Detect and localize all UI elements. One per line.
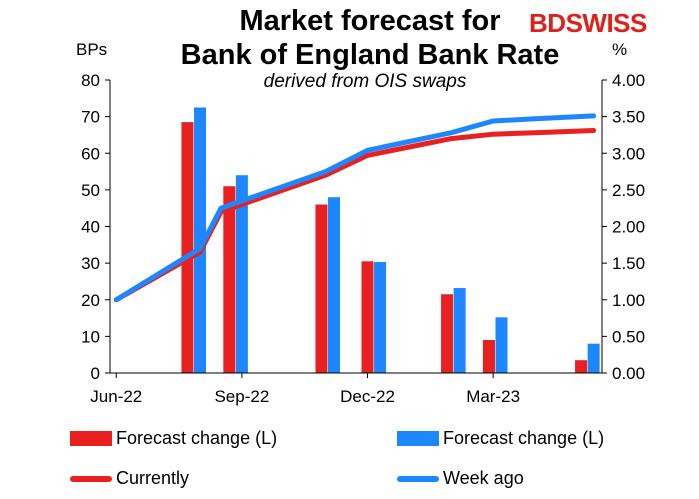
bar-blue-5 [495,317,508,373]
bar-red-1 [223,186,236,373]
y-left-tick-label-3: 30 [81,254,100,273]
axes-group: 0 10 20 30 40 50 60 70 80 0.00 0.50 1.00 1.50 2.00 2.5… [81,71,645,406]
bar-red-3 [361,261,374,373]
legend-swatch-line-red [70,475,112,482]
bar-blue-3 [374,262,387,373]
bar-blue-2 [328,197,341,373]
y-right-tick-label-8: 4.00 [612,71,645,90]
x-tick-label-1: Sep-22 [214,387,269,406]
y-right-tick-label-4: 2.00 [612,218,645,237]
bdswiss-logo: BDSWISS [529,8,647,39]
y-axis-right-label: % [612,40,628,59]
legend-swatch-bar-blue [397,431,439,446]
y-left-tick-label-0: 0 [91,364,100,383]
legend-swatch-line-blue [397,475,439,482]
bar-red-0 [181,122,194,374]
bar-red-6 [575,360,588,373]
y-right-tick-label-5: 2.50 [612,181,645,200]
legend-swatch-bar-red [70,431,112,446]
bar-blue-0 [194,107,207,373]
y-right-tick-label-6: 3.00 [612,144,645,163]
y-left-tick-label-1: 10 [81,327,100,346]
x-tick-label-3: Mar-23 [466,387,520,406]
line-week-ago [113,113,597,303]
y-right-tick-label-3: 1.50 [612,254,645,273]
y-left-tick-label-8: 80 [81,71,100,90]
legend-label-bar-blue: Forecast change (L) [443,428,605,448]
logo-bd: BD [529,8,566,38]
bar-red-2 [315,204,328,373]
y-right-tick-label-0: 0.00 [612,364,645,383]
title-line-2: Bank of England Bank Rate [180,39,560,71]
logo-swiss: SWISS [565,8,648,38]
legend-label-line-blue: Week ago [443,468,524,488]
lines-group [113,113,597,303]
y-right-tick-label-2: 1.00 [612,291,645,310]
y-right-tick-label-1: 0.50 [612,327,645,346]
y-axis-left-label: BPs [76,40,108,59]
bar-red-4 [441,294,454,373]
bar-red-5 [482,340,495,373]
bar-blue-4 [453,288,466,373]
y-right-tick-label-7: 3.50 [612,108,645,127]
y-left-tick-label-4: 40 [81,218,100,237]
bar-blue-6 [587,343,600,373]
y-left-tick-label-6: 60 [81,144,100,163]
title-line-1: Market forecast for [239,5,501,37]
chart-title: Market forecast for Bank of England Bank… [150,4,590,72]
x-tick-label-0: Jun-22 [90,387,142,406]
x-tick-label-2: Dec-22 [340,387,395,406]
legend-item-line-red: Currently [70,468,189,489]
legend-label-bar-red: Forecast change (L) [116,428,278,448]
legend-label-line-red: Currently [116,468,190,488]
bars-group [181,107,600,374]
legend-item-bar-red: Forecast change (L) [70,428,277,449]
chart-canvas: 0 10 20 30 40 50 60 70 80 0.00 0.50 1.00 1.50 2.00 2.5… [81,71,645,406]
y-left-tick-label-2: 20 [81,291,100,310]
legend-item-bar-blue: Forecast change (L) [397,428,604,449]
legend-item-line-blue: Week ago [397,468,524,489]
y-left-tick-label-5: 50 [81,181,100,200]
y-left-tick-label-7: 70 [81,108,100,127]
bar-blue-1 [235,175,248,373]
chart-subtitle: derived from OIS swaps [263,71,467,92]
